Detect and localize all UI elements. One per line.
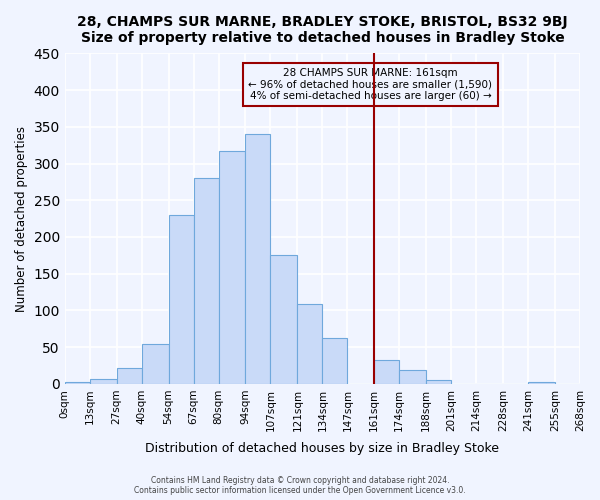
Bar	[90, 379, 116, 384]
Text: 28 CHAMPS SUR MARNE: 161sqm
← 96% of detached houses are smaller (1,590)
4% of s: 28 CHAMPS SUR MARNE: 161sqm ← 96% of det…	[248, 68, 493, 101]
Bar	[528, 382, 555, 384]
Y-axis label: Number of detached properties: Number of detached properties	[15, 126, 28, 312]
Bar	[322, 338, 347, 384]
Bar	[245, 134, 271, 384]
Bar	[194, 178, 218, 384]
Bar	[271, 254, 298, 384]
Bar	[116, 368, 142, 384]
Bar	[374, 360, 399, 384]
Bar	[399, 370, 426, 384]
Bar	[65, 382, 90, 384]
Title: 28, CHAMPS SUR MARNE, BRADLEY STOKE, BRISTOL, BS32 9BJ
Size of property relative: 28, CHAMPS SUR MARNE, BRADLEY STOKE, BRI…	[77, 15, 568, 45]
Bar	[169, 215, 194, 384]
X-axis label: Distribution of detached houses by size in Bradley Stoke: Distribution of detached houses by size …	[145, 442, 499, 455]
Bar	[218, 151, 245, 384]
Bar	[142, 344, 169, 384]
Bar	[298, 304, 322, 384]
Bar	[426, 380, 451, 384]
Text: Contains HM Land Registry data © Crown copyright and database right 2024.
Contai: Contains HM Land Registry data © Crown c…	[134, 476, 466, 495]
